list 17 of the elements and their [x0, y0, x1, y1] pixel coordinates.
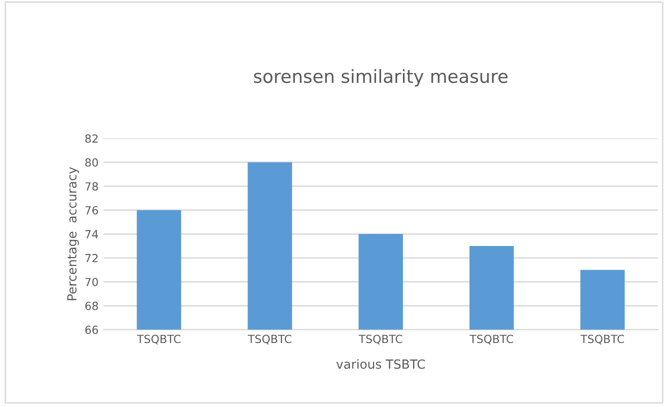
y-tick-label: 68: [85, 302, 98, 310]
x-axis-title: various TSBTC: [336, 359, 425, 369]
y-axis-title: Percentage accuracy: [67, 167, 79, 300]
y-tick-label: 70: [85, 278, 98, 286]
x-tick-label: TSQBTC: [136, 334, 180, 344]
y-tick-label: 78: [85, 182, 98, 191]
y-tick-label: 76: [85, 206, 98, 214]
x-tick-label: TSQBTC: [470, 334, 514, 344]
x-tick-label: TSQBTC: [358, 334, 402, 344]
y-tick-label: 74: [85, 230, 98, 238]
y-tick-label: 82: [85, 134, 98, 143]
y-tick-label: 72: [85, 254, 98, 262]
x-tick-label: TSQBTC: [248, 334, 292, 344]
chart-title: sorensen similarity measure: [254, 69, 508, 87]
y-tick-label: 80: [85, 158, 98, 167]
x-tick-label: TSQBTC: [580, 334, 624, 344]
y-tick-label: 66: [85, 326, 98, 334]
